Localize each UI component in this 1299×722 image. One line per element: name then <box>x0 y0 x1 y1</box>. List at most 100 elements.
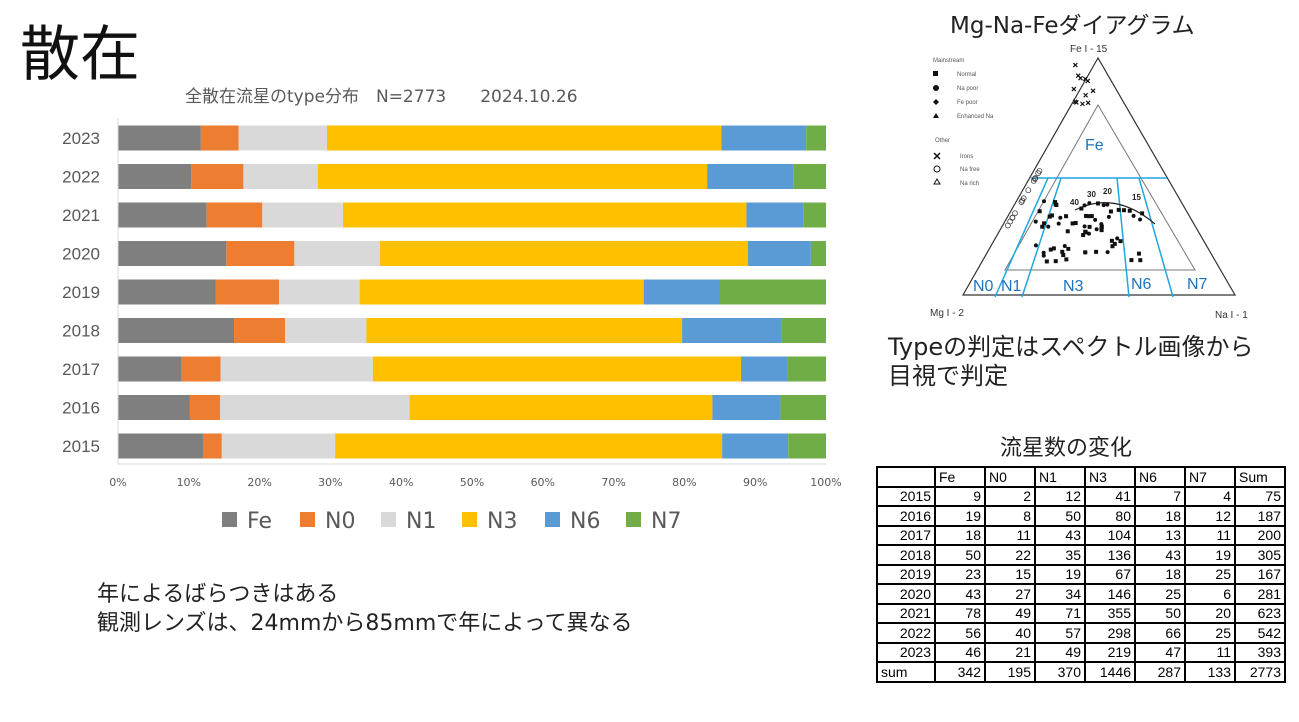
region-label: Fe <box>1085 137 1104 154</box>
bar-segment-N0 <box>200 125 239 151</box>
column-header <box>876 466 936 488</box>
region-label: N6 <box>1131 276 1152 293</box>
category-label: 2019 <box>62 283 100 302</box>
table-cell: 136 <box>1084 544 1136 566</box>
bar-segment-N3 <box>380 241 748 266</box>
bar-segment-N6 <box>643 279 721 305</box>
x-tick-label: 100% <box>810 476 841 489</box>
row-label: 2016 <box>876 505 936 527</box>
table-row: 2023 46 21 49 219 47 11 393 <box>876 641 1286 663</box>
legend-item: Irons <box>960 154 973 160</box>
bar-segment-N1 <box>221 433 336 459</box>
bar-segment-N7 <box>806 125 826 151</box>
table-cell: 43 <box>934 583 986 605</box>
bar-segment-N3 <box>366 318 683 343</box>
table-cell: 298 <box>1084 622 1136 644</box>
legend-item: Na poor <box>957 86 978 92</box>
x-tick-label: 50% <box>460 476 484 489</box>
table-cell: 25 <box>1134 583 1186 605</box>
legend-label: N0 <box>325 509 355 534</box>
bar-segment-N7 <box>787 356 826 382</box>
table-cell: 41 <box>1084 485 1136 507</box>
table-cell: 47 <box>1134 641 1186 663</box>
bar-segment-N7 <box>781 318 826 343</box>
table-cell: 19 <box>934 505 986 527</box>
table-row: 2017 18 11 43 104 13 11 200 <box>876 524 1286 546</box>
stacked-bar-chart: 2023 2022 2021 2020 2019 2018 2017 2016 2015 0% 10… <box>62 118 842 534</box>
chart-title: 全散在流星のtype分布 N=2773 2024.10.26 <box>185 87 578 107</box>
legend-swatch <box>381 512 396 527</box>
table-cell: 133 <box>1184 661 1236 683</box>
bar-segment-N3 <box>317 164 708 189</box>
table-cell: 11 <box>1184 641 1236 663</box>
apex-left-label: Mg I - 2 <box>930 308 964 319</box>
diagram-title: Mg-Na-Feダイアグラム <box>950 13 1195 39</box>
table-cell: 13 <box>1134 524 1186 546</box>
bar-segment-N6 <box>741 356 788 382</box>
bar-segment-N6 <box>712 395 781 420</box>
category-label: 2016 <box>62 399 100 418</box>
bar-segment-N3 <box>326 125 722 151</box>
bar-segment-N3 <box>372 356 742 382</box>
legend-item: Enhanced Na <box>957 114 994 120</box>
table-cell: 50 <box>1034 505 1086 527</box>
bar-segment-N0 <box>206 202 263 228</box>
bar-segment-Fe <box>118 202 207 228</box>
bar-segment-N3 <box>359 279 644 305</box>
bar-segment-N1 <box>285 318 367 343</box>
bar-segment-N1 <box>279 279 360 305</box>
legend-title: Other <box>935 138 950 144</box>
bar-segment-N1 <box>220 395 410 420</box>
inner-triangle <box>1004 103 1196 271</box>
legend-swatch <box>626 512 641 527</box>
table-cell: 19 <box>1034 563 1086 585</box>
table-cell: 370 <box>1034 661 1086 683</box>
bar-segment-N7 <box>810 241 826 266</box>
note: 年によるばらつきはある 観測レンズは、24mmから85mmで年によって異なる <box>97 580 633 638</box>
table-cell: 12 <box>1184 505 1236 527</box>
table-cell: 50 <box>934 544 986 566</box>
bar-segment-N0 <box>226 241 295 266</box>
table-row: 2019 23 15 19 67 18 25 167 <box>876 563 1286 585</box>
table-cell: 71 <box>1034 602 1086 624</box>
bar-segment-N7 <box>803 202 826 228</box>
table-cell: 6 <box>1184 583 1236 605</box>
bar-segment-N6 <box>746 202 804 228</box>
row-label: 2015 <box>876 485 936 507</box>
legend-swatch <box>222 512 237 527</box>
column-header: N1 <box>1034 466 1086 488</box>
table-cell: 167 <box>1234 563 1286 585</box>
table-cell: 146 <box>1084 583 1136 605</box>
table-cell: 542 <box>1234 622 1286 644</box>
apex-top-label: Fe I - 15 <box>1070 44 1108 55</box>
bar-segment-N3 <box>343 202 747 228</box>
bar-segment-N6 <box>721 125 807 151</box>
x-tick-label: 30% <box>318 476 342 489</box>
table-cell: 66 <box>1134 622 1186 644</box>
table-cell: 623 <box>1234 602 1286 624</box>
legend-swatch <box>462 512 477 527</box>
table-row: 2015 9 2 12 41 7 4 75 <box>876 485 1286 507</box>
table-cell: 56 <box>934 622 986 644</box>
table-cell: 11 <box>984 524 1036 546</box>
slide-title: 散在 <box>20 20 140 90</box>
table-cell: 2773 <box>1234 661 1286 683</box>
table-cell: 187 <box>1234 505 1286 527</box>
table-cell: 342 <box>934 661 986 683</box>
region-label: N3 <box>1063 278 1084 295</box>
table-cell: 40 <box>984 622 1036 644</box>
table-cell: 18 <box>1134 563 1186 585</box>
bar-segment-N0 <box>202 433 222 459</box>
legend-label: Fe <box>247 509 272 534</box>
table-cell: 75 <box>1234 485 1286 507</box>
outer-triangle <box>961 56 1237 296</box>
row-label: 2020 <box>876 583 936 605</box>
cross-icon <box>933 152 941 160</box>
bar-segment-N0 <box>234 318 286 343</box>
bar-segment-N0 <box>189 395 221 420</box>
table-cell: 43 <box>1134 544 1186 566</box>
bar-segment-Fe <box>118 125 201 151</box>
judgement-text: Typeの判定はスペクトル画像から目視で判定 <box>888 333 1254 390</box>
category-label: 2021 <box>62 206 100 225</box>
table-cell: 11 <box>1184 524 1236 546</box>
